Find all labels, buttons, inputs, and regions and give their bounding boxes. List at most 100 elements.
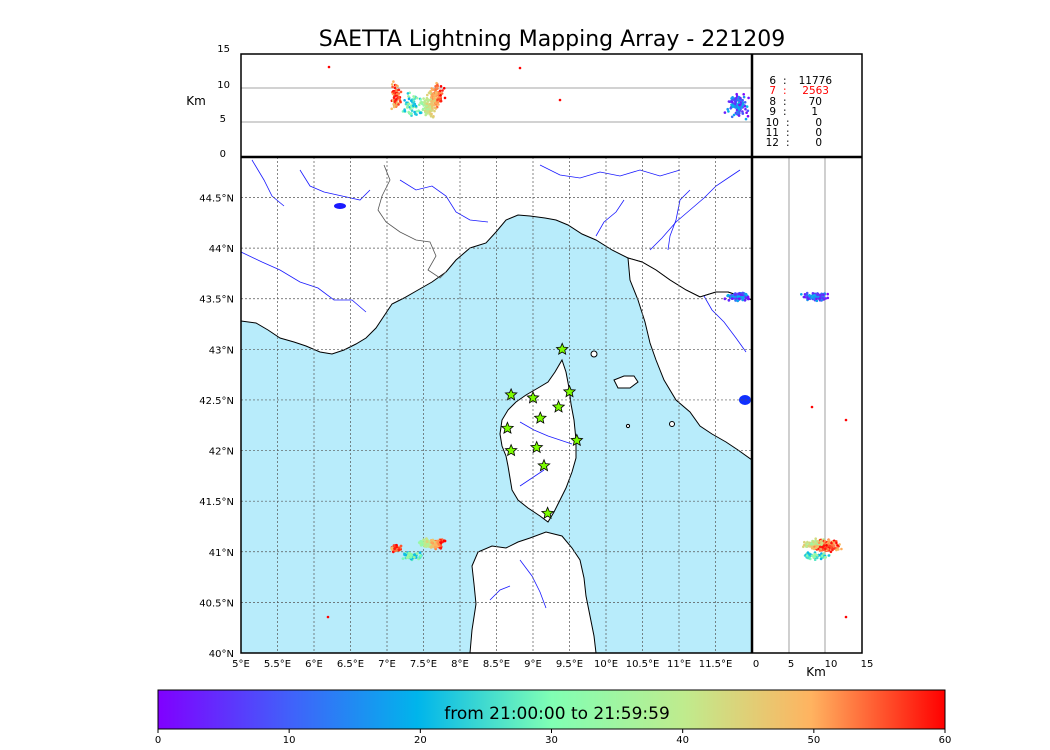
vertical-source-point [838,543,841,546]
station-count-panel: 6 : 11776 7 : 2563 8 : 70 9 : 1 10 : [752,54,862,157]
vertical-source-point [814,537,817,540]
vertical-source-point [832,541,836,544]
altitude-source-point [439,85,443,88]
vertical-source-point [816,554,819,557]
outlier-point [844,418,848,422]
figure-title: SAETTA Lightning Mapping Array - 221209 [319,27,786,52]
longitude-tick-label: 8°E [451,659,469,670]
vertical-source-point [820,554,824,557]
altitude-source-point [735,92,738,96]
altitude-source-point [746,109,750,113]
vertical-source-point [826,547,830,551]
vertical-source-point [812,540,815,543]
altitude-source-point [430,102,434,106]
altitude-source-point [430,109,434,112]
altitude-source-point [426,109,430,113]
lightning-source-point [407,556,410,559]
separator: : [786,137,790,149]
altitude-source-point [407,110,411,114]
vertical-source-point [818,549,822,552]
altitude-source-point [393,95,396,98]
station-count-row: 11 : 0 [766,127,822,139]
station-marker [500,421,515,434]
altitude-source-point [726,107,729,111]
latitude-tick-label: 43.5°N [199,295,234,306]
vertical-source-point [806,551,810,554]
latitude-tick-label: 42°N [209,447,234,458]
giglio-island [669,421,675,427]
lightning-source-point [399,544,403,548]
station-marker [562,384,577,398]
station-count-row: 10 : 0 [766,117,822,129]
outlier-point [326,615,330,619]
altitude-source-point [427,98,430,102]
station-number: 8 [769,96,776,108]
vertical-source-point [816,540,819,543]
station-marker [537,458,551,472]
altitude-points [327,65,750,121]
lightning-source-point [743,298,747,302]
longitude-tick-label: 5°E [232,659,250,670]
altitude-source-point [737,107,741,111]
altitude-source-point [425,102,429,106]
station-marker [526,390,540,404]
map-panel: 5°E 5.5°E 6°E 6.5°E 7°E 7.5°E 8°E 8.5°E 9°E 9.5°E… [199,157,752,670]
vertical-source-point [812,547,816,551]
altitude-source-point [393,103,396,107]
vertical-source-point [824,547,827,551]
altitude-source-point [392,91,396,94]
vertical-source-point [831,548,834,552]
altitude-source-point [742,95,746,99]
elba-island [613,375,639,389]
vertical-source-point [812,556,815,559]
latitude-tick-label: 40.5°N [199,598,234,609]
altitude-source-point [741,101,745,104]
altitude-source-point [434,85,437,88]
altitude-source-point [437,95,441,99]
outlier-point [844,615,848,619]
vertical-source-point [835,541,838,545]
altitude-source-point [430,112,433,116]
vertical-source-point [808,294,811,297]
vertical-source-point [820,552,823,555]
source-count: 0 [815,117,822,129]
altitude-source-point [419,98,422,101]
altitude-source-point [733,105,737,109]
altitude-source-point [741,103,745,106]
station-count-table: 6 : 11776 7 : 2563 8 : 70 9 : 1 10 : [766,75,833,149]
lightning-source-point [434,545,438,549]
vertical-source-point [837,548,840,551]
vertical-source-point [803,540,806,544]
altitude-source-point [745,111,748,114]
lightning-source-point [418,551,422,554]
altitude-source-point [432,115,435,118]
lightning-source-point [428,542,432,546]
altitude-source-point [415,113,418,116]
separator: : [786,127,790,139]
altitude-source-point [441,89,444,92]
altitude-source-point [426,93,429,97]
altitude-source-point [727,110,730,113]
altitude-source-point [392,105,396,109]
altitude-source-point [427,91,431,95]
latitude-tick-label: 40°N [209,649,234,660]
altitude-source-point [436,98,439,102]
station-number: 7 [769,85,776,97]
outlier-point [327,65,331,69]
altitude-source-point [393,100,397,103]
altitude-source-point [743,104,747,108]
longitude-tick-label: 7°E [378,659,396,670]
longitude-tick-label: 8.5°E [483,659,510,670]
montecristo-island [625,423,631,429]
altitude-source-point [745,105,749,108]
lightning-source-point [431,544,434,548]
altitude-source-point [436,101,440,104]
colorbar-tick-label: 60 [939,735,952,746]
colorbar-tick-label: 10 [283,735,296,746]
vertical-source-point [832,544,836,548]
vertical-source-point [803,295,806,299]
longitude-tick-label: 9.5°E [556,659,583,670]
vertical-source-point [826,292,829,296]
altitude-source-point [735,112,738,115]
lightning-source-point [737,295,741,298]
